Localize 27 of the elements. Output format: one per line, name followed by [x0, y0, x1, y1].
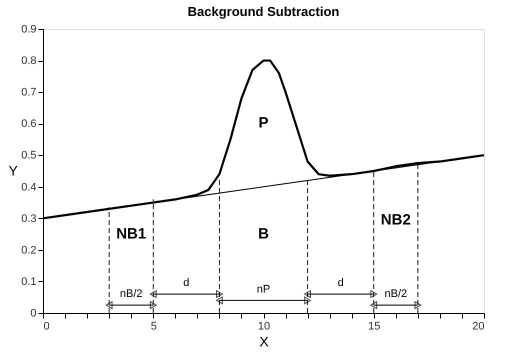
x-axis-title: X	[259, 334, 270, 350]
annotation: nP	[256, 283, 270, 296]
annotation: d	[338, 277, 344, 290]
y-tick-label: 0.2	[21, 244, 36, 256]
y-axis-title: Y	[8, 162, 19, 178]
y-tick-label: 0.9	[21, 24, 36, 36]
y-tick-label: 0.4	[21, 181, 36, 194]
y-tick-label: 0.7	[21, 86, 36, 99]
annotation: nB/2	[120, 288, 143, 300]
x-tick-label: 0	[44, 320, 50, 332]
y-tick-label: 0.5	[21, 150, 36, 162]
x-tick-label: 20	[472, 320, 484, 332]
y-tick-label: 0.1	[21, 276, 36, 288]
annotation: NB2	[380, 211, 411, 228]
x-tick-label: 10	[258, 320, 270, 332]
annotation: B	[258, 225, 270, 242]
y-tick-label: 0.8	[21, 55, 36, 68]
y-tick-label: 0.3	[21, 212, 36, 225]
y-tick-label: 0	[30, 308, 36, 320]
annotation: P	[258, 114, 269, 132]
chart-title: Background Subtraction	[188, 4, 340, 19]
x-tick-label: 5	[150, 320, 157, 332]
annotation: d	[183, 277, 190, 290]
annotation: NB1	[116, 225, 146, 242]
y-tick-label: 0.6	[21, 118, 36, 130]
x-tick-label: 15	[368, 320, 380, 332]
annotation: nB/2	[384, 288, 408, 300]
